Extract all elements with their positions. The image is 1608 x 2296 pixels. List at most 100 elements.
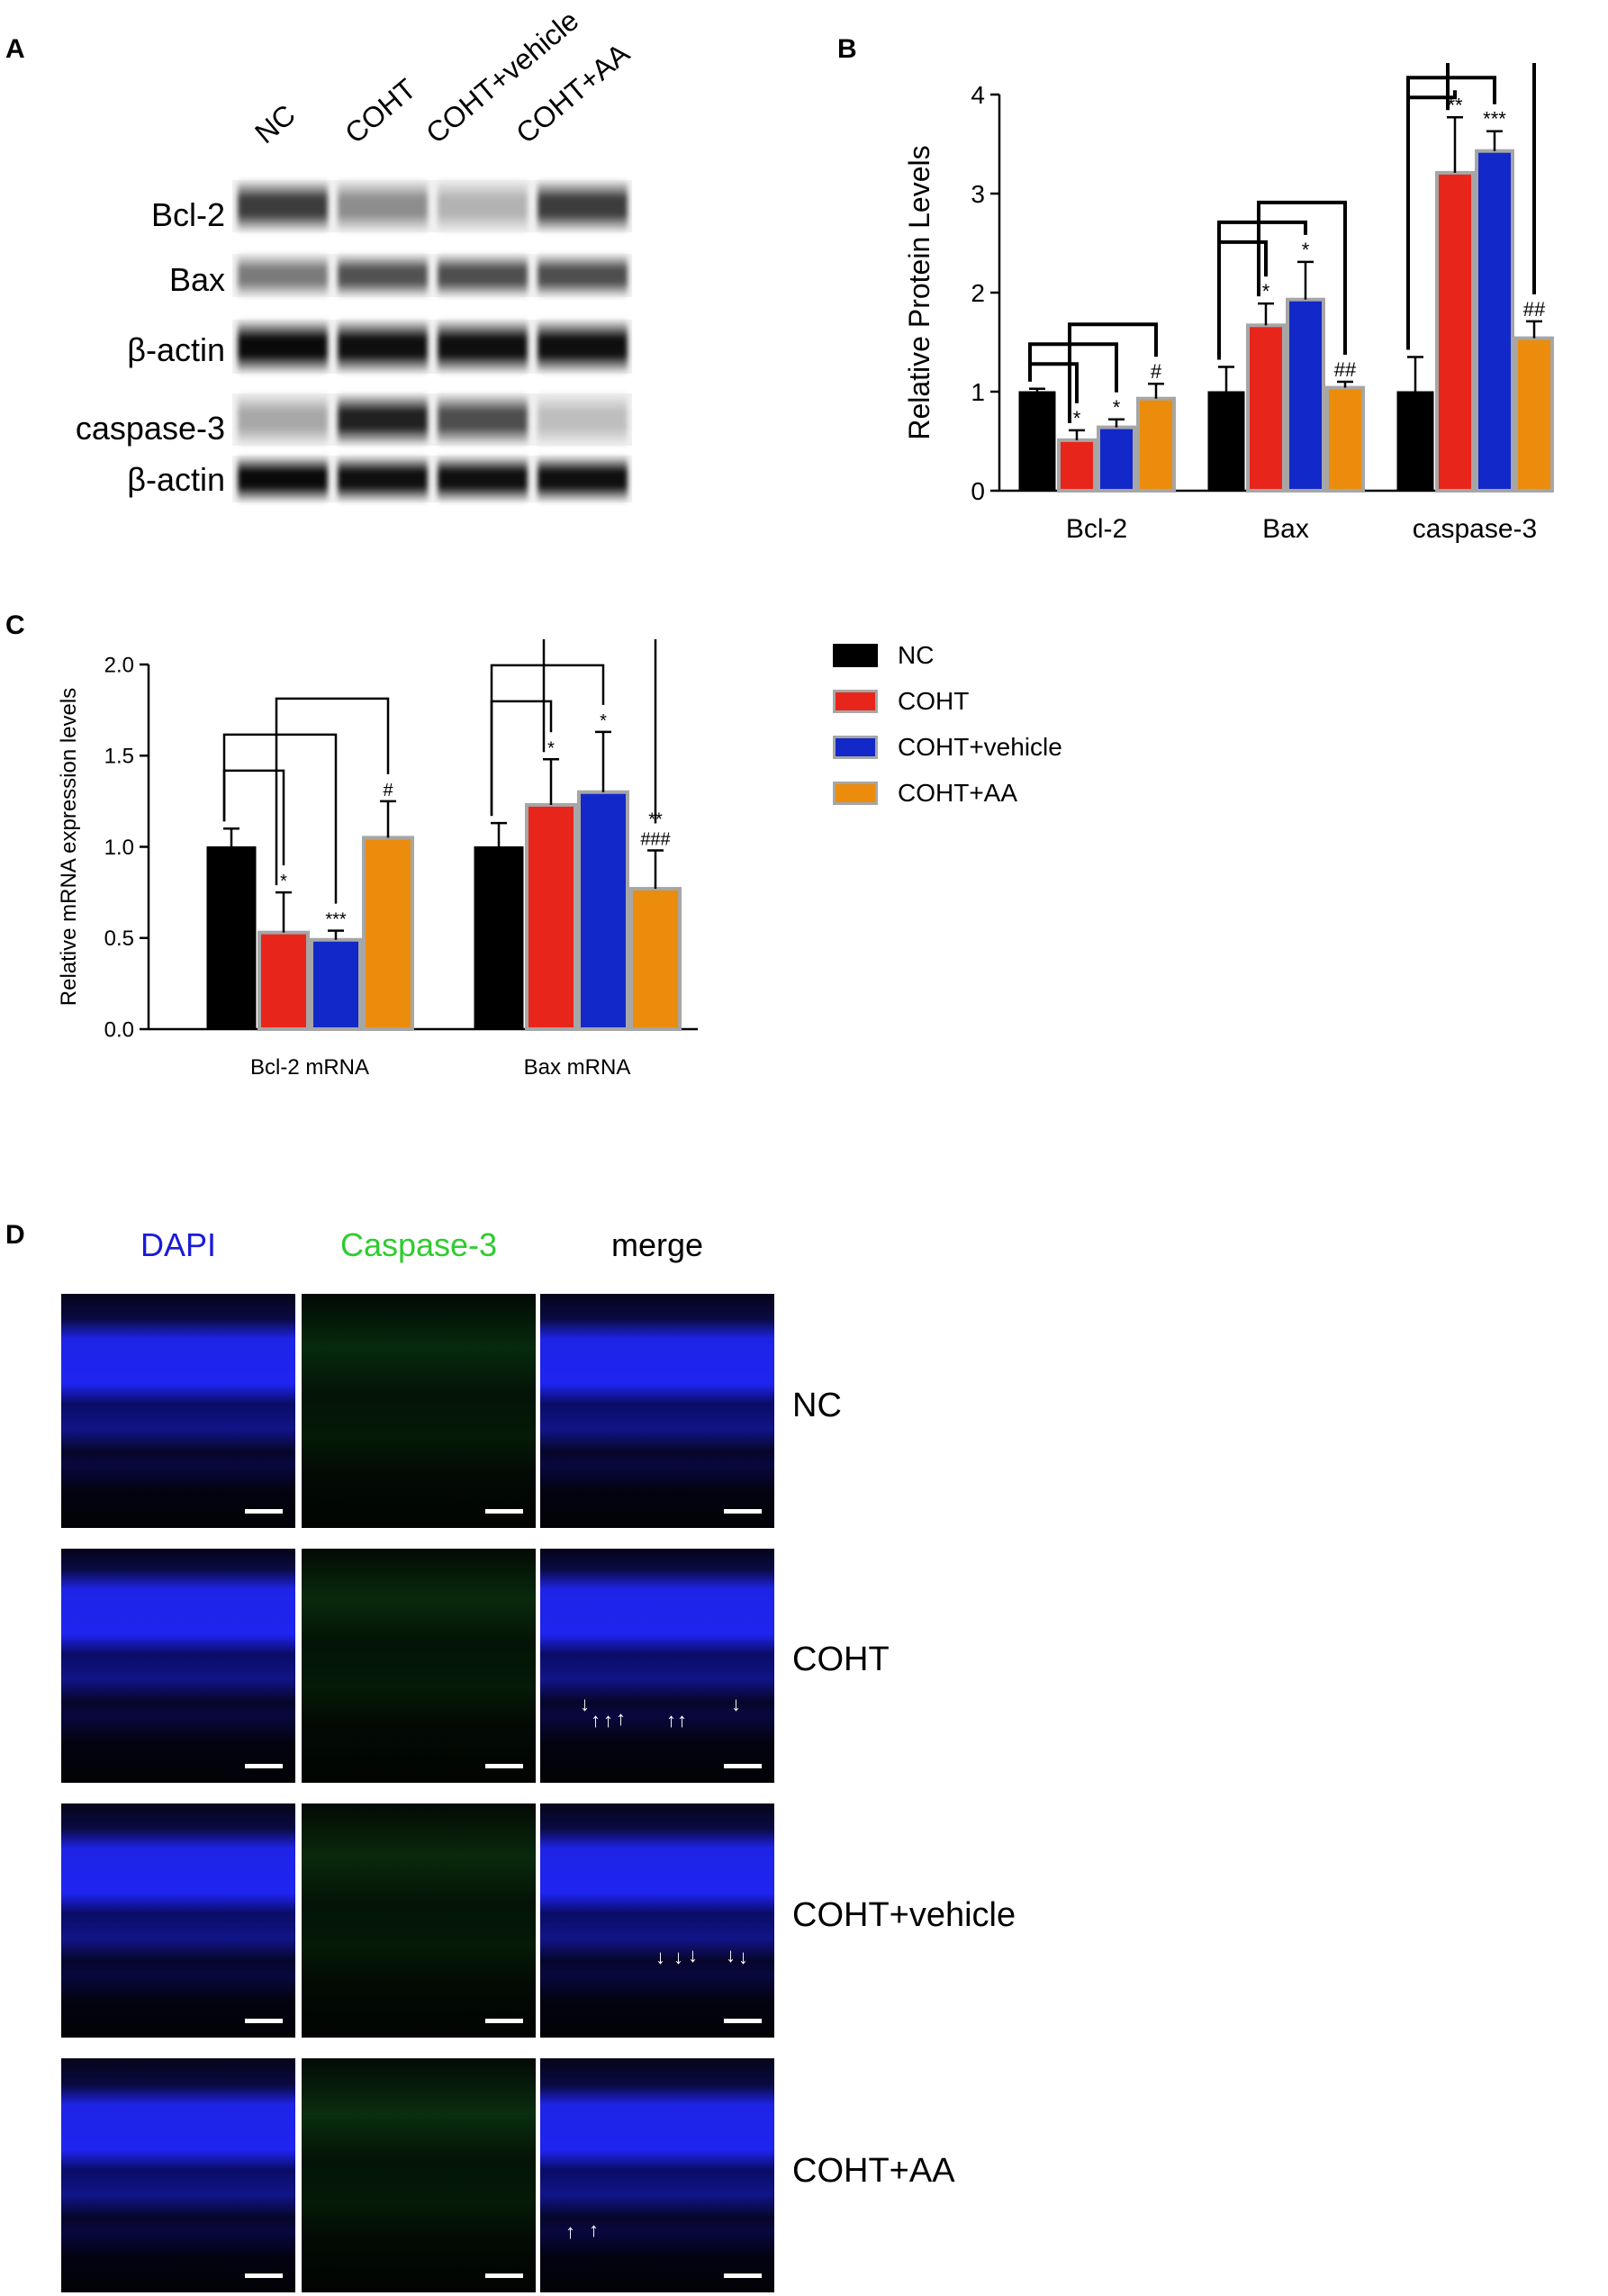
scale-bar bbox=[485, 1509, 523, 1514]
bar bbox=[1286, 297, 1325, 493]
blot-band bbox=[338, 393, 428, 446]
blot-band bbox=[438, 254, 528, 297]
significance-label: # bbox=[383, 781, 393, 800]
comparison-bracket bbox=[1446, 63, 1536, 294]
arrow-icon: ↓ bbox=[673, 1946, 683, 1968]
if-image-tile bbox=[61, 1294, 295, 1528]
blot-band bbox=[238, 320, 328, 374]
blot-band-row bbox=[232, 393, 632, 446]
y-tick-label: 0.5 bbox=[104, 927, 134, 951]
bar bbox=[1136, 396, 1176, 493]
bar bbox=[1246, 323, 1286, 493]
arrow-icon: ↑ bbox=[591, 1709, 601, 1731]
blot-band bbox=[338, 180, 428, 232]
if-image-tile bbox=[540, 1294, 774, 1528]
arrow-icon: ↑ bbox=[565, 2220, 575, 2243]
y-axis-label: Relative Protein Levels bbox=[903, 145, 935, 439]
if-row-label: NC bbox=[792, 1387, 842, 1424]
mrna-levels-chart: 0.0 0.5 1.0 1.5 2.0 Relative mRNA expression … bbox=[57, 639, 698, 1080]
comparison-bracket bbox=[1217, 220, 1307, 360]
if-image-tile bbox=[302, 1294, 536, 1528]
y-tick-label: 1.5 bbox=[104, 745, 134, 769]
y-tick-label: 4 bbox=[971, 81, 985, 109]
legend-label: COHT bbox=[898, 687, 970, 715]
bar bbox=[206, 846, 257, 1030]
legend-swatch bbox=[833, 644, 878, 667]
comparison-bracket bbox=[542, 639, 657, 824]
blot-band bbox=[338, 456, 428, 502]
bar bbox=[257, 930, 310, 1031]
legend-item: COHT+vehicle bbox=[833, 733, 1062, 762]
legend-swatch bbox=[833, 736, 878, 759]
comparison-bracket bbox=[490, 700, 553, 817]
blot-row-label: β-actin bbox=[127, 461, 225, 498]
arrow-icon: ↓ bbox=[731, 1693, 741, 1715]
y-tick-label: 0 bbox=[971, 477, 985, 505]
if-image-tile bbox=[61, 2058, 295, 2292]
significance-label: ## bbox=[1334, 358, 1357, 381]
legend-label: COHT+AA bbox=[898, 779, 1018, 807]
significance-label: # bbox=[1151, 360, 1162, 383]
x-tick-label: caspase-3 bbox=[1413, 514, 1537, 544]
panel-letter-b: B bbox=[837, 34, 857, 64]
x-tick-label: Bcl-2 bbox=[1066, 514, 1127, 544]
y-axis-label: Relative mRNA expression levels bbox=[57, 688, 81, 1006]
if-image-tile: ↑ ↑ bbox=[540, 2058, 774, 2292]
blot-band bbox=[538, 254, 628, 297]
bar bbox=[1475, 149, 1514, 493]
legend-item: NC bbox=[833, 641, 934, 670]
bar bbox=[1097, 425, 1136, 493]
legend-swatch bbox=[833, 690, 878, 713]
bar bbox=[629, 887, 682, 1032]
comparison-bracket bbox=[1406, 76, 1496, 350]
significance-label: ** bbox=[1447, 94, 1463, 116]
blot-band-row bbox=[232, 456, 632, 502]
significance-label: * bbox=[1113, 396, 1121, 419]
scale-bar bbox=[485, 2273, 523, 2278]
blot-band bbox=[238, 456, 328, 502]
legend-item: COHT bbox=[833, 687, 969, 716]
legend-label: NC bbox=[898, 641, 935, 669]
arrow-icon: ↓ bbox=[726, 1944, 736, 1966]
bar bbox=[525, 802, 577, 1031]
arrow-icon: ↑ bbox=[666, 1709, 676, 1731]
blot-band bbox=[238, 393, 328, 446]
if-image-tile bbox=[61, 1803, 295, 2038]
arrow-icon: ↓ bbox=[738, 1946, 748, 1968]
blot-row-label: Bcl-2 bbox=[150, 196, 225, 233]
scale-bar bbox=[485, 2019, 523, 2023]
significance-label: * bbox=[1262, 280, 1270, 303]
if-image-tile bbox=[302, 1549, 536, 1783]
arrow-icon: ↓ bbox=[655, 1946, 665, 1968]
blot-band bbox=[538, 393, 628, 446]
x-tick-label: Bax bbox=[1262, 514, 1309, 544]
y-tick-label: 2.0 bbox=[104, 653, 134, 677]
comparison-bracket bbox=[1028, 342, 1118, 393]
blot-band bbox=[338, 254, 428, 297]
blot-band bbox=[238, 254, 328, 297]
blot-band bbox=[338, 320, 428, 374]
y-tick-label: 2 bbox=[971, 279, 985, 307]
bar bbox=[362, 836, 414, 1031]
if-column-label: DAPI bbox=[140, 1226, 217, 1263]
significance-label: ## bbox=[1523, 298, 1546, 321]
if-image-tile: ↓ ↓ ↓ ↓ ↓ bbox=[540, 1803, 774, 2038]
bar bbox=[1435, 170, 1475, 493]
scale-bar bbox=[724, 2019, 762, 2023]
blot-band bbox=[538, 180, 628, 232]
blot-row-label: Bax bbox=[168, 261, 225, 298]
bar bbox=[1207, 391, 1245, 492]
comparison-bracket bbox=[490, 664, 605, 817]
bar bbox=[577, 790, 629, 1031]
legend-label: COHT+vehicle bbox=[898, 733, 1062, 761]
if-row-label: COHT bbox=[792, 1641, 890, 1678]
significance-label: * bbox=[1302, 239, 1310, 261]
blot-band-row bbox=[232, 254, 632, 297]
scale-bar bbox=[245, 2273, 283, 2278]
scale-bar bbox=[724, 1764, 762, 1768]
if-column-label: merge bbox=[610, 1226, 704, 1263]
arrow-icon: ↓ bbox=[580, 1693, 590, 1715]
significance-label: ### bbox=[640, 830, 671, 850]
if-image-tile bbox=[302, 1803, 536, 2038]
